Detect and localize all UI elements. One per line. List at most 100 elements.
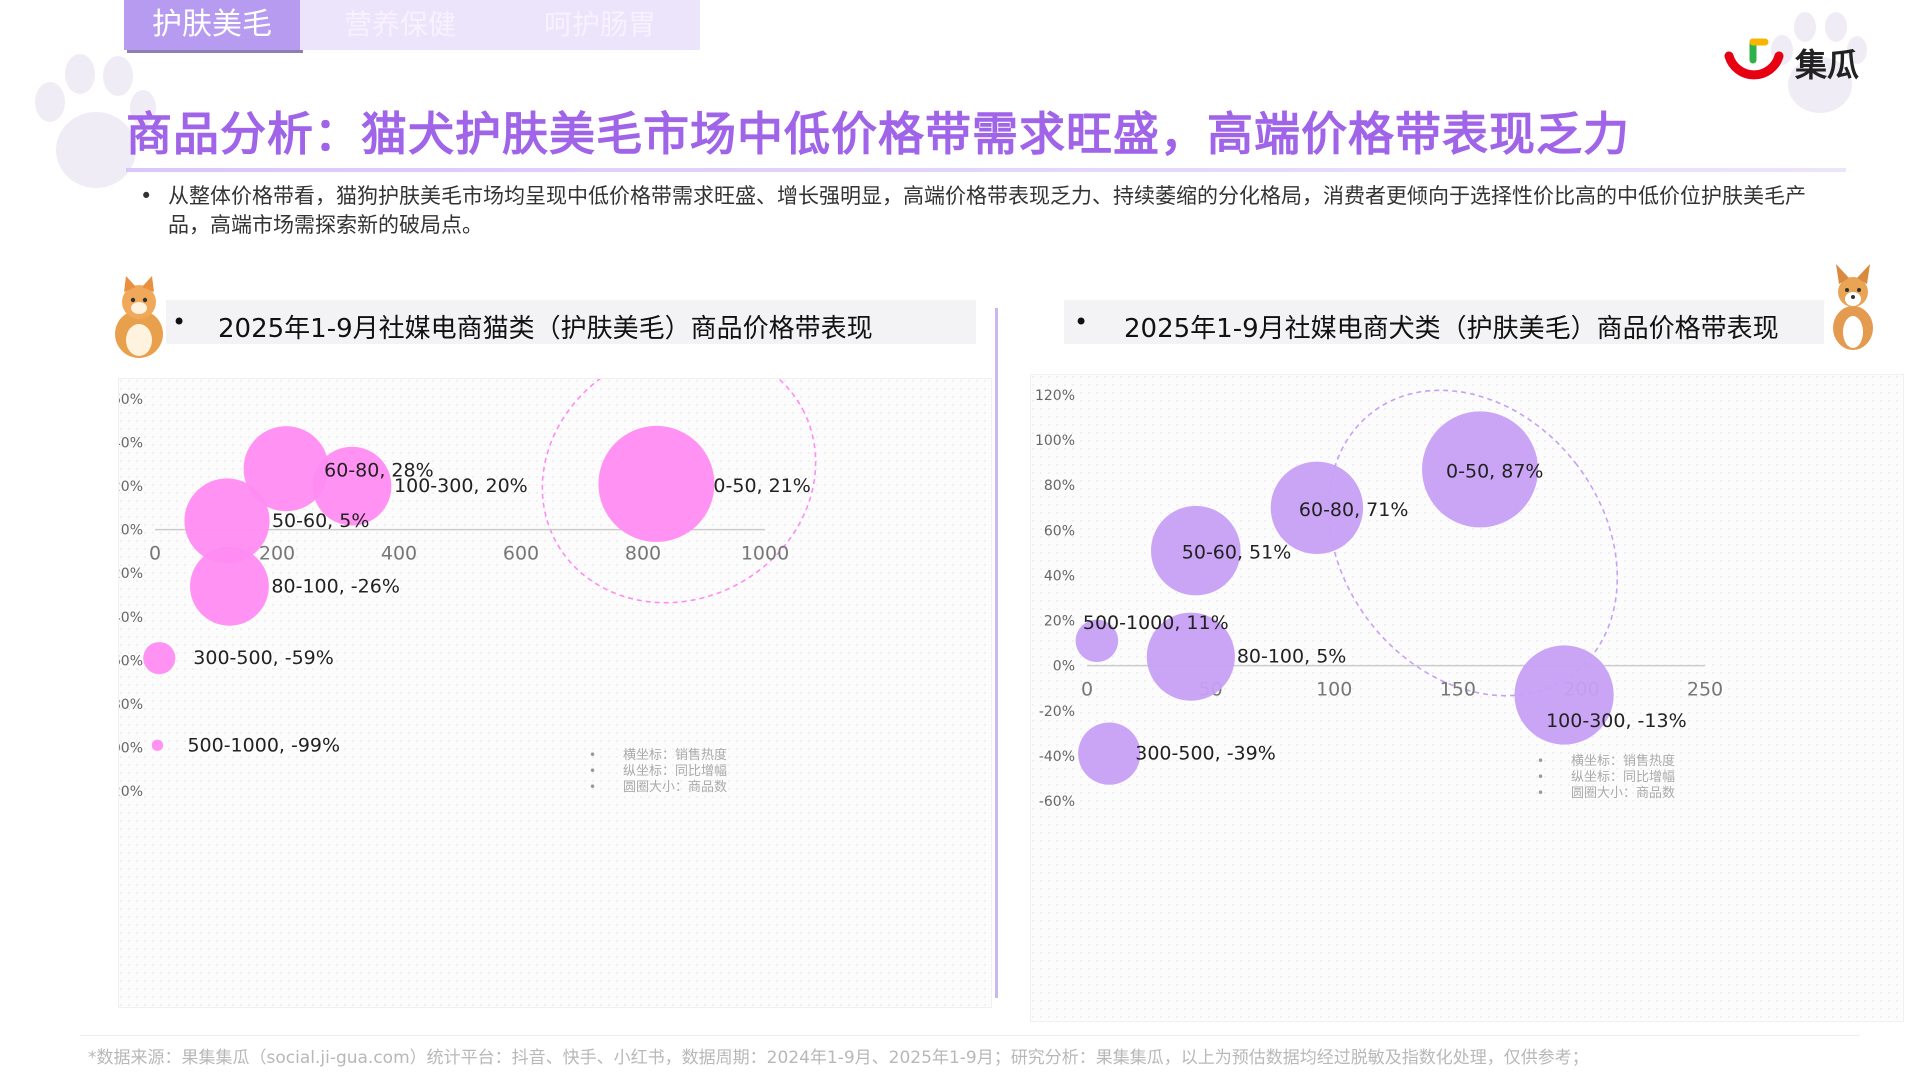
footer-divider — [80, 1035, 1860, 1036]
tab-nutrition[interactable]: 营养保健 — [300, 0, 500, 50]
y-tick-label: 40% — [1044, 568, 1075, 584]
x-tick-label: 150 — [1440, 679, 1476, 701]
logo-text: 集瓜 — [1794, 46, 1859, 84]
bubble-data-label: 60-80, 71% — [1299, 499, 1409, 521]
cat-chart-title: 2025年1-9月社媒电商猫类（护肤美毛）商品价格带表现 — [218, 314, 873, 344]
bubble-data-label: 100-300, -13% — [1546, 710, 1687, 732]
y-tick-label: -20% — [119, 566, 143, 582]
bullet-dot: • — [140, 184, 153, 208]
legend-bullet: • — [589, 780, 596, 794]
y-tick-label: 100% — [1035, 433, 1075, 449]
tab-skin-coat[interactable]: 护肤美毛 — [124, 0, 300, 50]
legend-bullet: • — [1537, 754, 1544, 768]
bubble-data-label: 500-1000, 11% — [1083, 612, 1229, 634]
bubble-point — [312, 446, 392, 526]
y-tick-label: -100% — [119, 740, 143, 756]
x-tick-label: 0 — [1081, 679, 1093, 701]
bullet-dot: • — [1074, 308, 1089, 336]
legend-note: 圆圈大小：商品数 — [623, 780, 727, 795]
dog-bubble-chart: 120%100%80%60%40%20%0%-20%-40%-60%050100… — [1031, 375, 1903, 1021]
dog-chart-title: 2025年1-9月社媒电商犬类（护肤美毛）商品价格带表现 — [1124, 314, 1779, 344]
bubble-data-label: 300-500, -59% — [193, 647, 334, 669]
x-tick-label: 1000 — [741, 543, 789, 565]
legend-note: 圆圈大小：商品数 — [1571, 786, 1675, 801]
page-title: 商品分析：猫犬护肤美毛市场中低价格带需求旺盛，高端价格带表现乏力 — [126, 107, 1630, 161]
paw-print-left-icon — [35, 54, 156, 188]
y-tick-label: 80% — [1044, 478, 1075, 494]
x-tick-label: 200 — [259, 543, 295, 565]
x-tick-label: 800 — [625, 543, 661, 565]
bubble-data-label: 80-100, -26% — [271, 575, 399, 597]
x-tick-label: 0 — [149, 543, 161, 565]
y-tick-label: 20% — [119, 479, 143, 495]
summary-text: 从整体价格带看，猫狗护肤美毛市场均呈现中低价格带需求旺盛、增长强明显，高端价格带… — [168, 184, 1806, 237]
bubble-data-label: 50-60, 5% — [272, 510, 369, 532]
legend-bullet: • — [589, 764, 596, 778]
legend-note: 纵坐标：同比增幅 — [623, 764, 727, 779]
y-tick-label: -120% — [119, 784, 143, 800]
bubble-data-label: 0-50, 87% — [1446, 460, 1543, 482]
brand-logo: 集瓜 — [1723, 38, 1859, 88]
bubble-point — [598, 425, 715, 542]
bubble-point — [1150, 505, 1241, 596]
legend-note: 横坐标：销售热度 — [623, 747, 727, 763]
bubble-point — [1146, 612, 1235, 701]
y-tick-label: -60% — [119, 653, 143, 669]
bubble-data-label: 50-60, 51% — [1182, 542, 1292, 564]
panel-divider — [995, 308, 998, 998]
legend-bullet: • — [589, 748, 596, 762]
bubble-point — [184, 478, 270, 564]
bubble-point — [243, 426, 329, 512]
bubble-point — [1075, 619, 1119, 663]
bubble-data-label: 100-300, 20% — [394, 475, 528, 497]
legend-bullet: • — [1537, 786, 1544, 800]
cat-panel-header: • 2025年1-9月社媒电商猫类（护肤美毛）商品价格带表现 — [166, 300, 976, 344]
x-tick-label: 250 — [1687, 679, 1723, 701]
bubble-data-label: 300-500, -39% — [1135, 743, 1276, 765]
y-tick-label: 60% — [1044, 523, 1075, 539]
bubble-point — [1270, 461, 1364, 554]
cat-icon — [115, 276, 163, 358]
y-tick-label: -60% — [1039, 794, 1075, 810]
bubble-data-label: 0-50, 21% — [713, 475, 810, 497]
bubble-data-label: 500-1000, -99% — [187, 734, 340, 756]
bubble-point — [1514, 645, 1614, 745]
legend-note: 纵坐标：同比增幅 — [1571, 770, 1675, 785]
paw-print-right-icon — [1771, 12, 1867, 113]
cat-bubble-chart: 60% 40% 20% 0% -20% -40% -60% -80% -100% -120% 0 20… — [98, 346, 991, 1007]
y-tick-label: 0% — [121, 523, 143, 539]
y-tick-label: -80% — [119, 697, 143, 713]
y-tick-label: 120% — [1035, 388, 1075, 404]
jigua-logo-icon — [1724, 38, 1784, 80]
y-tick-label: -20% — [1039, 704, 1075, 720]
bullet-dot: • — [172, 308, 187, 336]
y-tick-label: -40% — [1039, 749, 1075, 765]
y-tick-label: -40% — [119, 610, 143, 626]
x-tick-label: 600 — [503, 543, 539, 565]
x-tick-label: 100 — [1316, 679, 1352, 701]
title-underline — [126, 168, 1846, 172]
category-tabs: 护肤美毛 营养保健 呵护肠胃 — [124, 0, 700, 52]
bubble-point — [151, 739, 164, 751]
x-tick-label: 400 — [381, 543, 417, 565]
bubble-point — [190, 546, 269, 626]
cat-chart-box: 60% 40% 20% 0% -20% -40% -60% -80% -100% -120% 0 20… — [98, 346, 992, 1008]
bubble-point — [1422, 411, 1539, 528]
bubble-data-label: 60-80, 28% — [324, 460, 434, 482]
y-tick-label: 20% — [1044, 614, 1075, 630]
bubble-data-label: 80-100, 5% — [1237, 646, 1347, 668]
y-tick-label: 0% — [1053, 659, 1075, 675]
dog-chart-box: 120%100%80%60%40%20%0%-20%-40%-60%050100… — [1030, 374, 1904, 1022]
dog-icon — [1833, 264, 1873, 350]
bubble-point — [1078, 722, 1141, 785]
bubble-point — [143, 642, 176, 675]
legend-bullet: • — [1537, 770, 1544, 784]
dog-panel-header: • 2025年1-9月社媒电商犬类（护肤美毛）商品价格带表现 — [1064, 300, 1824, 344]
y-tick-label: 60% — [119, 392, 143, 408]
legend-note: 横坐标：销售热度 — [1571, 753, 1675, 769]
tab-gut-care[interactable]: 呵护肠胃 — [500, 0, 700, 50]
data-source-note: *数据来源：果集集瓜（social.ji-gua.com）统计平台：抖音、快手、… — [88, 1048, 1589, 1068]
y-tick-label: 40% — [119, 436, 143, 452]
summary-bullet: • 从整体价格带看，猫狗护肤美毛市场均呈现中低价格带需求旺盛、增长强明显，高端价… — [140, 182, 1820, 240]
highlight-ellipse — [1327, 389, 1619, 697]
